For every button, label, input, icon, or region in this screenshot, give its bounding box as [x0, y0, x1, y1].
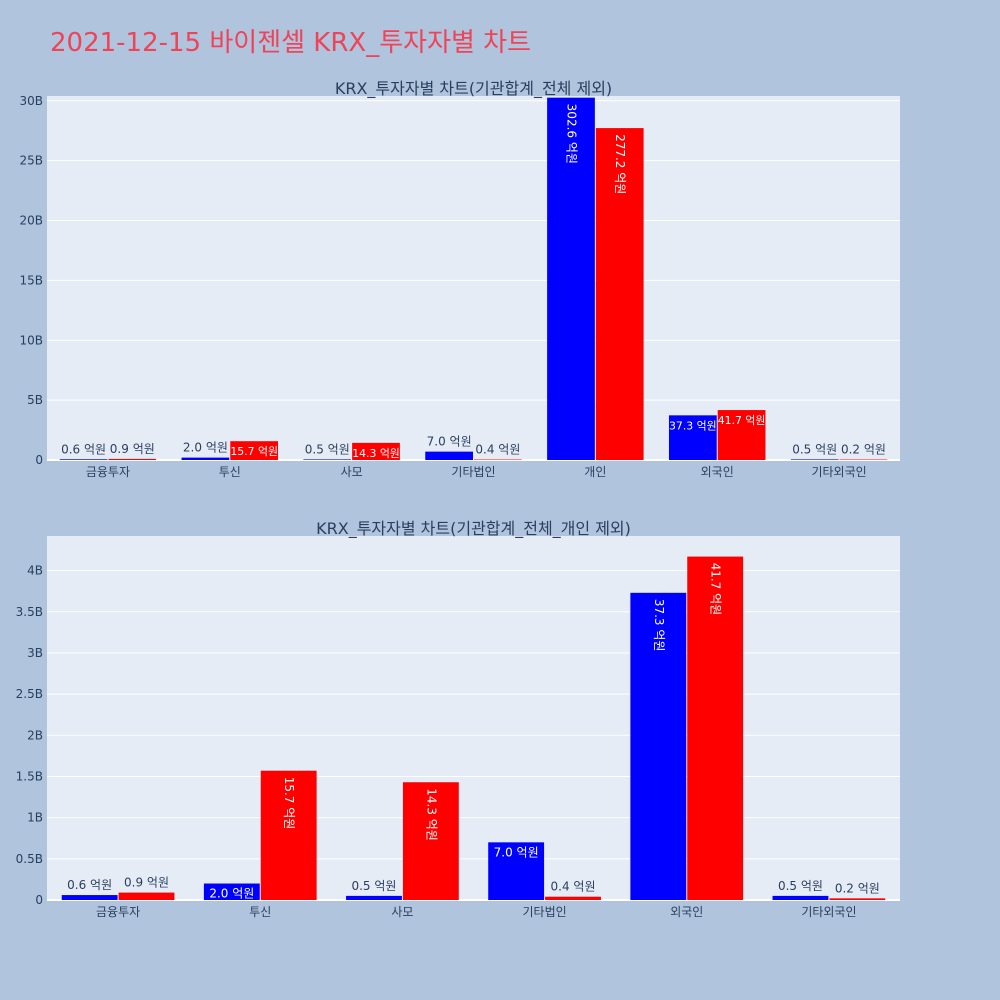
data-label: 37.3 억원	[652, 599, 666, 652]
bar	[545, 896, 601, 900]
data-label: 41.7 억원	[709, 563, 723, 616]
bar	[488, 842, 545, 900]
x-tick-label: 기타법인	[522, 905, 566, 919]
bar	[230, 441, 279, 460]
data-label: 7.0 억원	[494, 845, 539, 859]
bar	[59, 459, 108, 460]
data-label: 14.3 억원	[424, 788, 438, 841]
y-tick-label: 2B	[27, 728, 43, 742]
bar	[474, 459, 522, 460]
chart-institution-excluded: KRX_투자자별 차트(기관합계_전체 제외) 0 5B 10B 15B 20B 25B 30…	[19, 79, 900, 479]
data-label: 302.6 억원	[564, 104, 578, 164]
bar	[402, 782, 459, 900]
y-tick-label: 5B	[27, 393, 43, 407]
data-label: 0.2 억원	[841, 443, 886, 457]
bar	[108, 458, 157, 460]
x-tick-label: 투신	[219, 465, 241, 479]
x-tick-label: 투신	[249, 905, 271, 919]
x-tick-label: 금융투자	[86, 465, 130, 479]
x-tick-label: 개인	[584, 465, 606, 479]
x-tick-label: 기타외국인	[811, 465, 866, 479]
data-label: 0.5 억원	[351, 879, 396, 893]
data-label: 7.0 억원	[427, 435, 472, 449]
chart-institution-individual-excluded: KRX_투자자별 차트(기관합계_전체_개인 제외) 0 0.5B 1B 1.5B 2B 2…	[16, 519, 900, 919]
page-title: 2021-12-15 바이젠셀 KRX_투자자별 차트	[50, 28, 532, 58]
bar	[181, 457, 230, 460]
y-tick-label: 20B	[19, 214, 43, 228]
data-label: 0.9 억원	[110, 442, 155, 456]
y-tick-label: 0	[35, 893, 43, 907]
data-label: 15.7 억원	[282, 777, 296, 830]
bar	[346, 895, 402, 900]
data-label: 0.9 억원	[124, 876, 169, 890]
x-tick-label: 기타법인	[451, 465, 495, 479]
data-label: 37.3 억원	[669, 419, 717, 432]
data-label: 0.4 억원	[551, 880, 596, 894]
x-tick-label: 기타외국인	[801, 905, 856, 919]
y-tick-label: 10B	[19, 333, 43, 347]
data-label: 0.5 억원	[305, 442, 350, 456]
y-tick-label: 3B	[27, 646, 43, 660]
bar	[118, 892, 175, 900]
y-tick-label: 30B	[19, 94, 43, 108]
y-tick-label: 0.5B	[16, 852, 43, 866]
bar	[547, 97, 595, 460]
data-label: 15.7 억원	[230, 445, 278, 458]
y-tick-label: 3.5B	[16, 605, 43, 619]
x-tick-label: 외국인	[701, 465, 734, 479]
x-tick-label: 금융투자	[96, 905, 140, 919]
bar	[425, 451, 473, 460]
bar	[303, 459, 352, 460]
data-label: 0.6 억원	[67, 878, 112, 892]
data-label: 277.2 억원	[613, 134, 627, 194]
chart-title: KRX_투자자별 차트(기관합계_전체 제외)	[335, 79, 612, 99]
y-tick-label: 4B	[27, 564, 43, 578]
data-label: 0.5 억원	[778, 879, 823, 893]
data-label: 2.0 억원	[209, 887, 254, 901]
data-label: 0.2 억원	[835, 881, 880, 895]
y-tick-label: 25B	[19, 154, 43, 168]
y-tick-label: 1B	[27, 811, 43, 825]
data-label: 0.4 억원	[475, 443, 520, 457]
plot-area	[47, 536, 900, 900]
plot-area	[47, 96, 900, 460]
bar	[630, 592, 687, 900]
x-tick-label: 외국인	[670, 905, 703, 919]
y-tick-label: 1.5B	[16, 769, 43, 783]
bar	[352, 442, 400, 460]
y-tick-label: 0	[35, 453, 43, 467]
bar	[687, 556, 744, 900]
chart-title: KRX_투자자별 차트(기관합계_전체_개인 제외)	[316, 519, 631, 539]
bar	[260, 770, 317, 900]
x-tick-label: 사모	[341, 465, 363, 479]
x-tick-label: 사모	[391, 905, 413, 919]
data-label: 41.7 억원	[718, 414, 766, 427]
bar	[203, 883, 260, 900]
data-label: 14.3 억원	[352, 447, 400, 460]
bar	[595, 128, 644, 460]
bar	[717, 410, 766, 460]
bar	[61, 895, 118, 900]
data-label: 0.6 억원	[61, 442, 106, 456]
bar	[790, 459, 839, 460]
data-label: 0.5 억원	[792, 442, 837, 456]
bar	[839, 459, 888, 460]
y-tick-label: 15B	[19, 273, 43, 287]
bar	[829, 898, 886, 900]
bar	[772, 895, 829, 900]
bar	[668, 415, 717, 460]
y-tick-label: 2.5B	[16, 687, 43, 701]
data-label: 2.0 억원	[183, 441, 228, 455]
